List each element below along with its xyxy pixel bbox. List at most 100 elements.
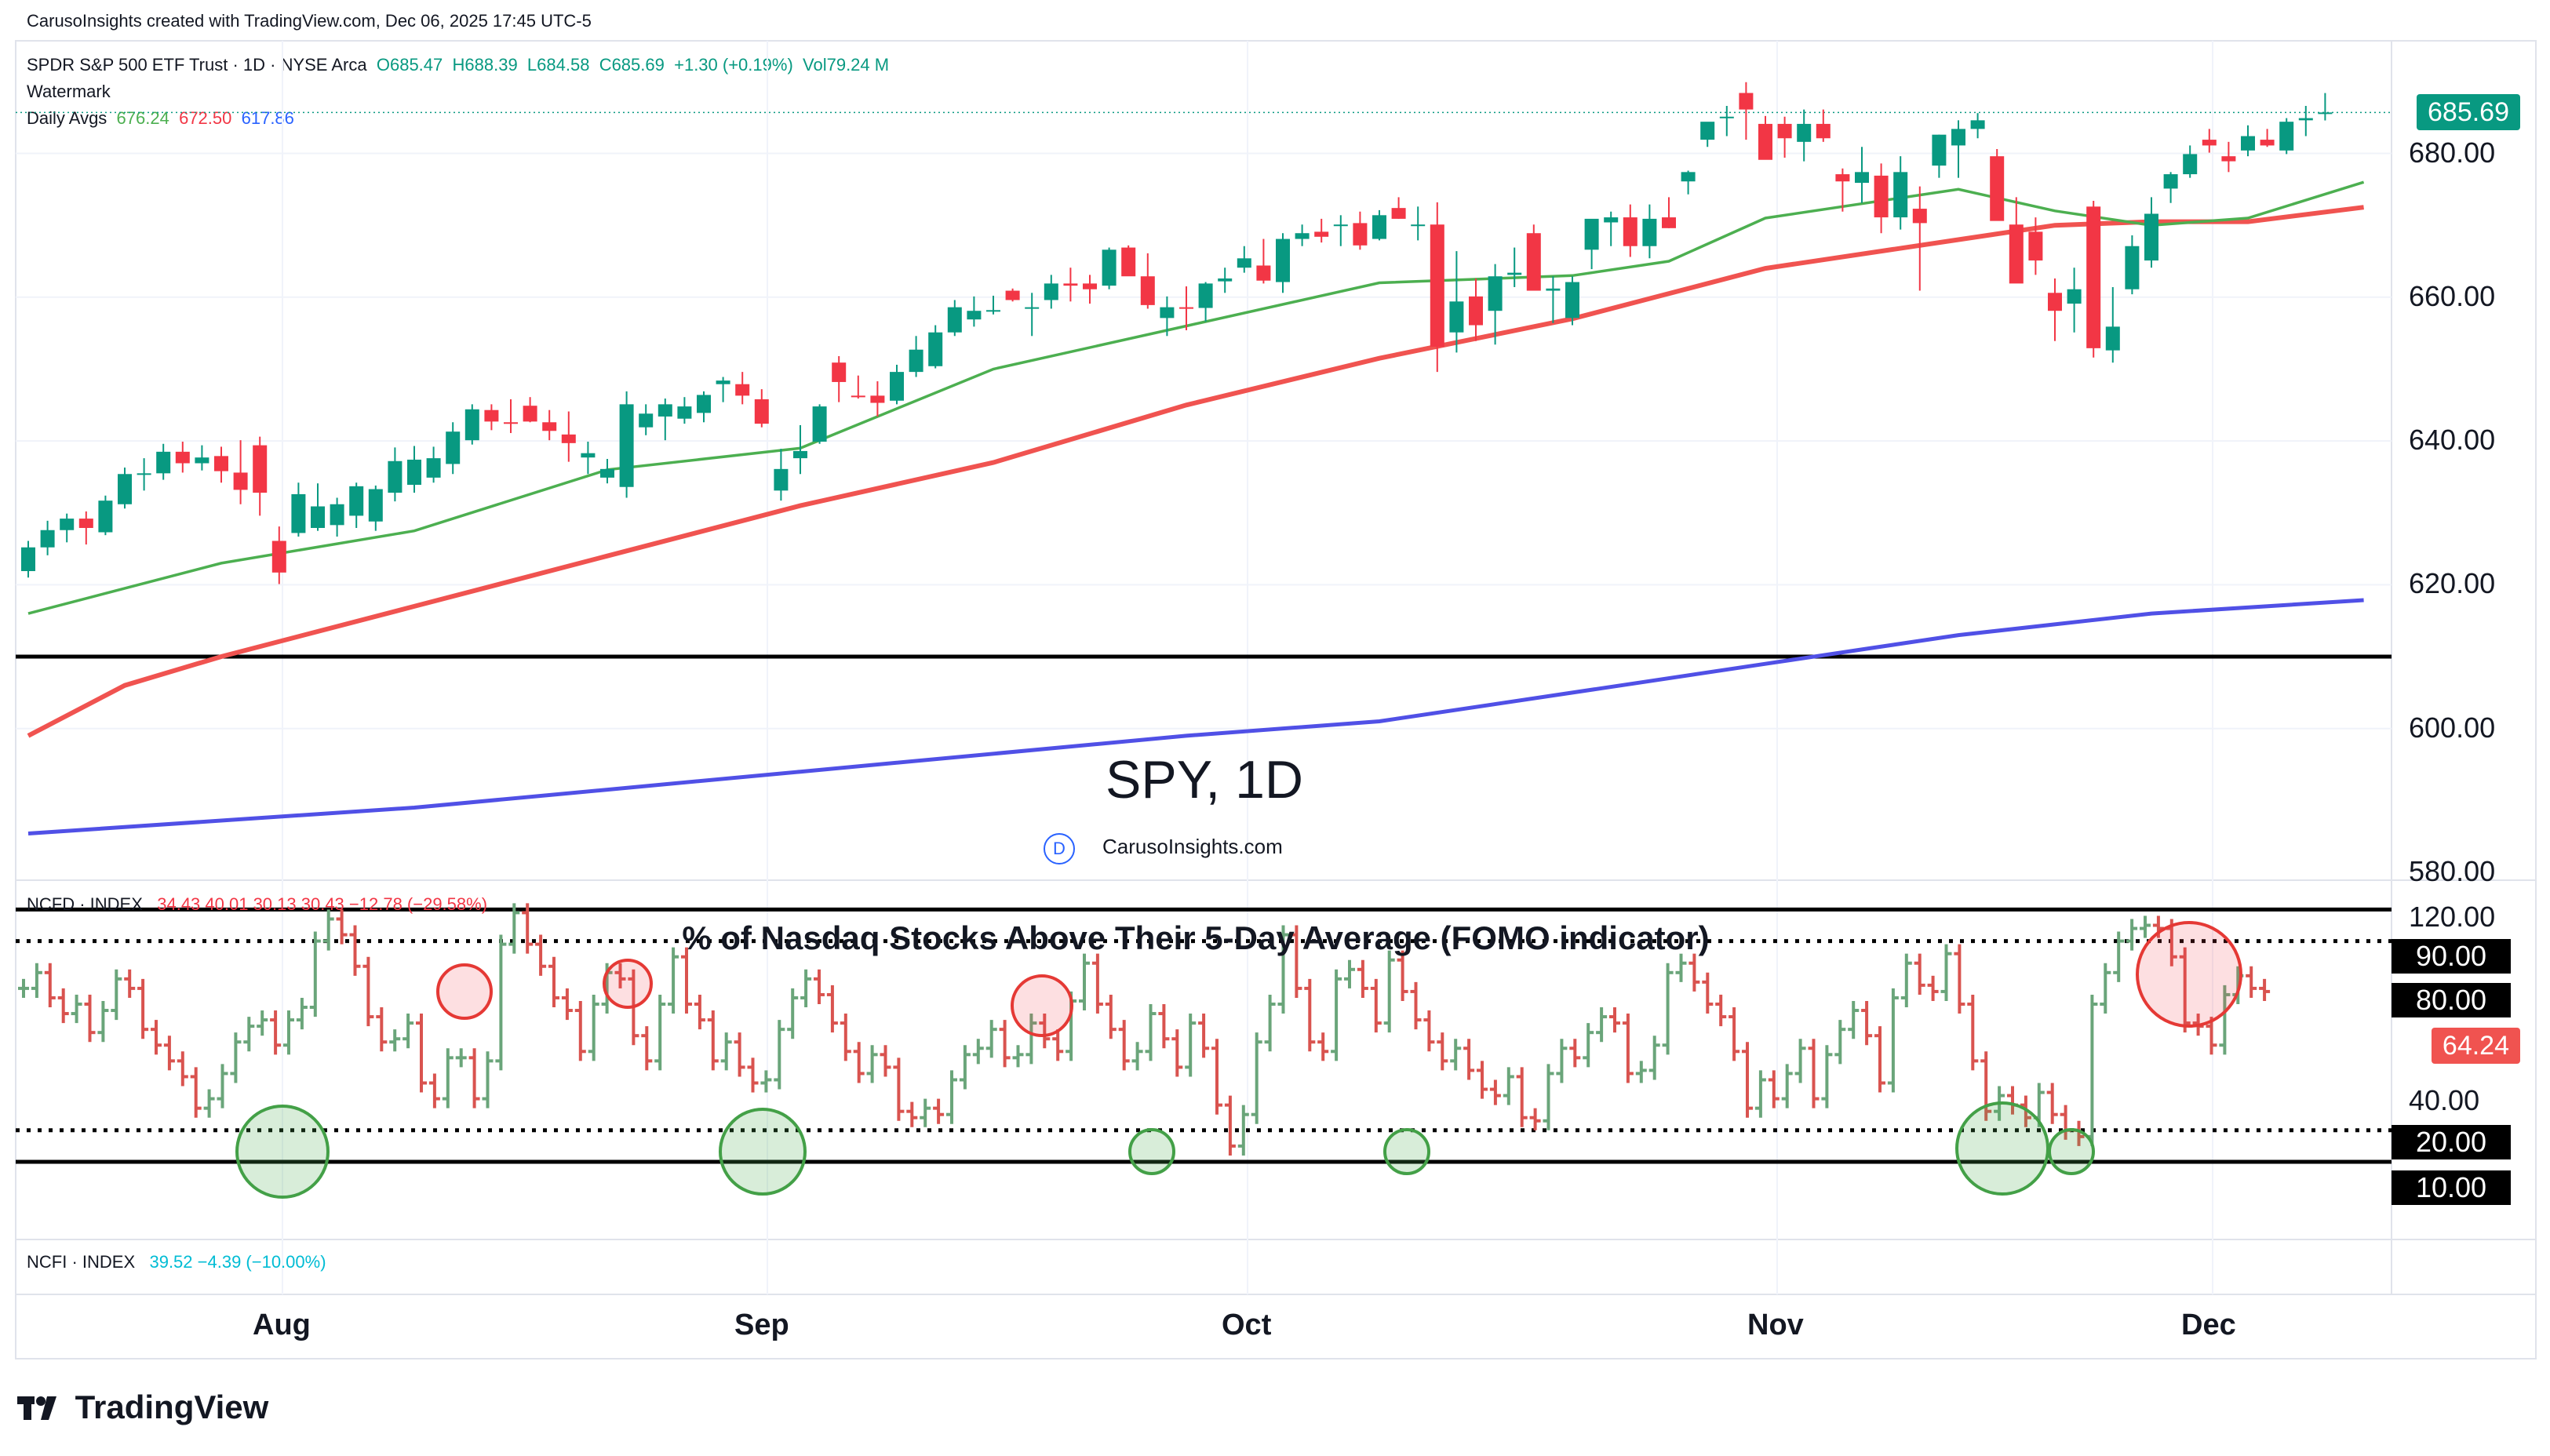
symbol-name[interactable]: SPDR S&P 500 ETF Trust · 1D · NYSE Arca: [27, 55, 367, 75]
ind-bar: [270, 1010, 282, 1055]
candle-body: [1198, 283, 1213, 308]
candle-body: [2318, 112, 2333, 115]
candle: [1430, 202, 1444, 373]
candle-body: [1662, 217, 1676, 228]
watermark-badge: D: [1044, 833, 1083, 864]
ind-bar: [1794, 1039, 1806, 1083]
ind-bar: [283, 1010, 294, 1055]
price-axis-label: 620.00: [2409, 567, 2496, 599]
candle-body: [1160, 307, 1175, 318]
candle: [947, 300, 962, 337]
candle-body: [1025, 307, 1040, 309]
ind-bar: [428, 1073, 440, 1108]
daily-avgs-legend[interactable]: Daily Avgs 676.24 672.50 617.86: [27, 108, 294, 129]
ind-bar: [1609, 1007, 1620, 1033]
ind-bar: [1808, 1039, 1820, 1108]
ncfi-legend[interactable]: NCFI · INDEX 39.52 −4.39 (−10.00%): [27, 1252, 326, 1272]
overbought-highlight: [2136, 921, 2242, 1028]
daily-avgs-label: Daily Avgs: [27, 108, 107, 128]
candle: [1044, 275, 1058, 309]
candle: [1063, 268, 1078, 302]
candle: [1546, 276, 1561, 323]
ind-bar: [1410, 981, 1422, 1030]
ind-bar: [880, 1045, 891, 1077]
oversold-highlight: [719, 1108, 807, 1196]
x-axis-label: Aug: [253, 1309, 311, 1341]
candle-body: [233, 472, 248, 490]
ind-bar: [614, 963, 626, 988]
candle: [716, 377, 730, 402]
candle-body: [2048, 293, 2062, 311]
ind-bar: [389, 1029, 401, 1052]
ind-bar: [1423, 1010, 1435, 1052]
ind-bar: [1954, 944, 1965, 1014]
ind-bar: [442, 1048, 454, 1108]
candle: [754, 389, 769, 428]
ind-bar: [71, 994, 82, 1024]
candle: [1179, 286, 1193, 330]
watermark-legend[interactable]: Watermark: [27, 82, 111, 101]
candle-body: [1391, 208, 1406, 219]
ind-bar: [1397, 950, 1408, 1001]
ind-bar: [1874, 1026, 1885, 1093]
volume-value: Vol79.24 M: [803, 55, 890, 75]
ind-bar: [2020, 1095, 2031, 1127]
candle-body: [542, 422, 557, 431]
candle-body: [118, 474, 132, 504]
candle-body: [2241, 136, 2255, 151]
ind-bar: [1344, 959, 1355, 988]
candle: [774, 449, 789, 501]
ind-bar: [681, 947, 692, 1014]
ind-bar: [906, 1101, 918, 1127]
candle-body: [175, 451, 190, 464]
candle: [1758, 115, 1772, 160]
candle-body: [40, 530, 55, 548]
overbought-highlight: [603, 959, 653, 1009]
candle-body: [156, 451, 171, 474]
candle-body: [1507, 272, 1522, 275]
ind-bar: [177, 1051, 188, 1087]
candle-body: [851, 395, 865, 398]
ind-bar: [1264, 994, 1276, 1052]
ind-bar: [1039, 1014, 1051, 1049]
candle: [1855, 147, 1869, 203]
ind-bar: [1251, 1032, 1262, 1124]
candle: [1314, 218, 1329, 243]
candle: [812, 404, 827, 444]
candle: [214, 446, 228, 483]
ind-bar: [1821, 1045, 1833, 1108]
candle: [2144, 197, 2158, 268]
candle: [2067, 268, 2082, 333]
ind-bar: [1437, 1032, 1448, 1071]
ind-bar: [800, 969, 812, 1008]
tradingview-logo-icon: [17, 1396, 56, 1420]
oversold-highlight: [1955, 1101, 2049, 1196]
candle: [523, 397, 537, 423]
ind-bar: [362, 956, 374, 1027]
candle-body: [291, 493, 306, 533]
candle-body: [600, 468, 614, 478]
ind-bar: [190, 1067, 202, 1118]
candle-body: [1777, 123, 1792, 139]
ncfd-legend[interactable]: NCFD · INDEX 34.43 40.01 30.13 30.43 −12…: [27, 894, 487, 915]
oversold-highlight: [1383, 1128, 1430, 1175]
oversold-highlight: [1128, 1128, 1175, 1175]
candle: [1565, 276, 1579, 326]
candle-body: [658, 404, 672, 417]
ind-bar: [760, 1070, 772, 1093]
candle-body: [1333, 224, 1348, 227]
candle: [1584, 218, 1599, 270]
candle: [1874, 163, 1889, 234]
candle: [909, 336, 923, 377]
candle-body: [1681, 172, 1696, 182]
ind-bar: [495, 934, 507, 1071]
candle: [1449, 251, 1464, 353]
ind-bar: [893, 1057, 905, 1121]
ind-bar: [1145, 1004, 1157, 1061]
ind-bar: [1025, 1014, 1037, 1065]
candle-body: [1970, 120, 1985, 129]
candle-body: [311, 506, 325, 528]
candle-body: [2202, 140, 2217, 146]
tradingview-logo[interactable]: TradingView: [17, 1389, 268, 1426]
